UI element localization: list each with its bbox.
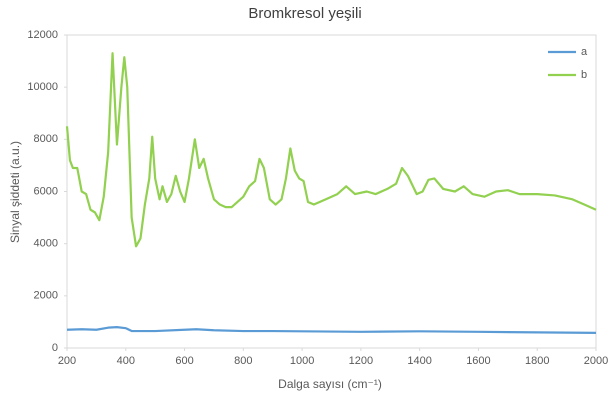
x-tick-label: 200 [58,355,76,367]
x-tick-label: 800 [234,355,252,367]
series-line [66,326,597,334]
series-line [65,52,597,248]
x-tick-label: 600 [175,355,193,367]
x-tick-label: 1000 [290,355,314,367]
y-tick-label: 0 [52,342,58,354]
legend-label: a [581,46,588,58]
legend-label: b [581,69,587,81]
chart-title: Bromkresol yeşili [248,5,361,22]
x-axis-title: Dalga sayısı (cm⁻¹) [278,377,382,391]
y-tick-label: 8000 [34,133,58,145]
x-tick-label: 1600 [466,355,490,367]
y-tick-label: 12000 [27,29,58,41]
y-tick-label: 6000 [34,185,58,197]
x-tick-label: 1400 [407,355,431,367]
y-tick-label: 10000 [27,81,58,93]
x-tick-label: 1800 [525,355,549,367]
x-tick-label: 2000 [584,355,608,367]
y-axis-title: Sinyal şiddeti (a.u.) [8,141,22,243]
x-tick-label: 1200 [349,355,373,367]
y-tick-label: 2000 [34,290,58,302]
x-tick-label: 400 [117,355,135,367]
y-tick-label: 4000 [34,238,58,250]
